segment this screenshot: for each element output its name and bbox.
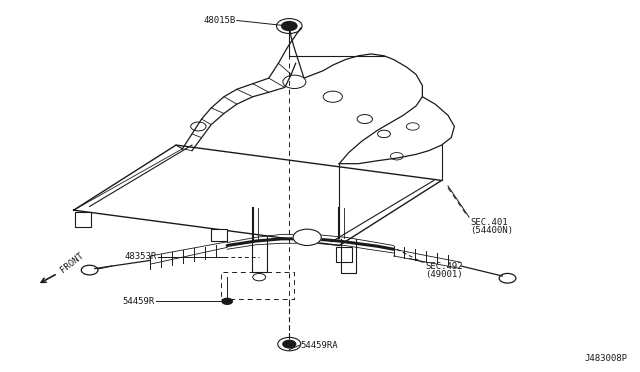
Circle shape: [293, 229, 321, 246]
Text: 48353R: 48353R: [125, 252, 157, 261]
FancyBboxPatch shape: [211, 229, 227, 241]
Circle shape: [283, 340, 296, 348]
Text: SEC.401: SEC.401: [470, 218, 508, 227]
Text: J483008P: J483008P: [584, 354, 627, 363]
Circle shape: [222, 298, 232, 304]
Circle shape: [282, 22, 297, 31]
Text: FRONT: FRONT: [59, 251, 86, 275]
Text: 54459R: 54459R: [123, 297, 155, 306]
Text: (49001): (49001): [426, 270, 463, 279]
FancyBboxPatch shape: [75, 212, 91, 227]
Text: (54400N): (54400N): [470, 226, 513, 235]
FancyBboxPatch shape: [336, 247, 352, 262]
Text: 48015B: 48015B: [204, 16, 236, 25]
Text: SEC.492: SEC.492: [426, 262, 463, 271]
Text: 54459RA: 54459RA: [301, 341, 339, 350]
